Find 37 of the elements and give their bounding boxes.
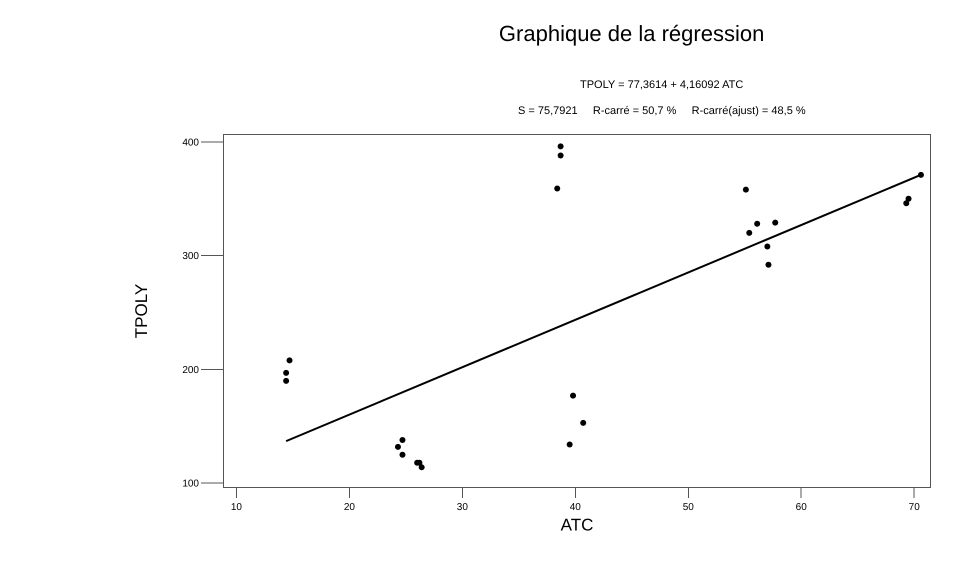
point (286, 357, 293, 364)
point (746, 230, 752, 236)
point (772, 220, 778, 226)
y-axis-title: TPOLY (132, 284, 151, 338)
point (558, 152, 564, 158)
chart-title: Graphique de la régression (498, 20, 764, 46)
point (566, 442, 573, 448)
point (580, 420, 586, 426)
y-tick-label: 300 (182, 251, 200, 262)
x-tick-label: 40 (570, 502, 582, 513)
x-axis-title: ATC (560, 515, 594, 534)
point (418, 464, 425, 470)
point (742, 186, 749, 193)
point (903, 200, 910, 206)
x-tick-label: 30 (456, 502, 468, 513)
x-tick-label: 10 (230, 502, 242, 513)
text: TPOLY = 77,3614 + 4,16092 ATC (580, 79, 744, 91)
point (399, 437, 406, 443)
y-tick-label: 200 (182, 364, 200, 376)
point (554, 185, 560, 192)
point (570, 392, 576, 399)
x-tick-label: 70 (908, 502, 920, 513)
text: S = 75,7921 R-carré = 50,7 % R-carré(ajust) = 48,5 % (518, 105, 806, 117)
point (754, 220, 760, 227)
point (765, 262, 772, 268)
point (764, 244, 770, 250)
point (558, 143, 564, 150)
point (283, 378, 290, 384)
y-tick-label: 400 (182, 137, 200, 148)
point (394, 444, 401, 450)
x-tick-label: 20 (344, 502, 356, 513)
point (283, 370, 290, 376)
point (906, 196, 912, 202)
y-tick-label: 100 (182, 478, 200, 490)
x-tick-label: 60 (796, 502, 808, 513)
point (399, 452, 406, 458)
x-tick-label: 50 (682, 502, 694, 513)
